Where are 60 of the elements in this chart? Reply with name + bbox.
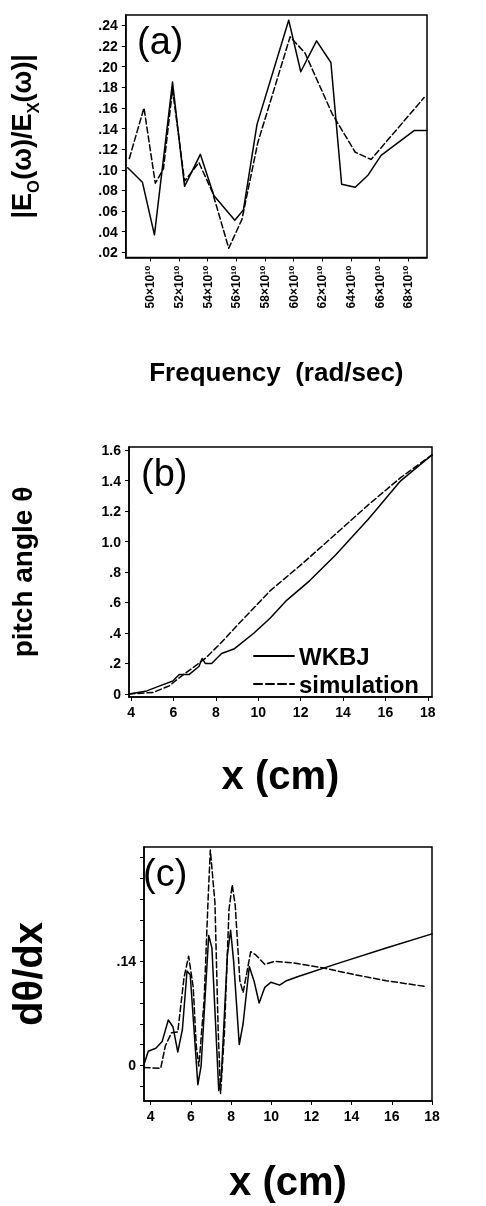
legend-label: simulation — [298, 670, 419, 698]
x-tick-label: 16 — [384, 1108, 400, 1124]
y-axis-title: pitch angle θ — [6, 486, 38, 658]
x-axis-title: Frequency (rad/sec) — [149, 357, 404, 387]
y-tick-label: .10 — [98, 161, 118, 178]
x-axis-title: x (cm) — [229, 1159, 347, 1203]
x-tick-label: 12 — [303, 1108, 320, 1124]
x-tick-label: 14 — [343, 1108, 360, 1124]
x-tick-label: 10 — [250, 704, 267, 720]
y-tick-label: .06 — [98, 203, 118, 220]
x-tick-label: 50×10¹⁰ — [143, 265, 158, 309]
x-tick-label: 56×10¹⁰ — [229, 265, 244, 309]
x-tick-label: 66×10¹⁰ — [372, 265, 387, 309]
y-tick-label: 0 — [113, 685, 122, 702]
x-tick-label: 62×10¹⁰ — [315, 265, 330, 309]
y-tick-label: 1.4 — [101, 472, 122, 489]
x-tick-label: 14 — [335, 704, 351, 720]
y-axis-title: |EO(ω)/EX(ω)| — [6, 54, 43, 219]
y-tick-label: .24 — [98, 17, 118, 34]
y-axis-title: dθ/dx — [6, 922, 50, 1026]
y-tick-label: .08 — [98, 182, 118, 199]
y-tick-label: .04 — [98, 223, 118, 240]
y-tick-label: 1.6 — [101, 442, 122, 459]
x-axis-title: x (cm) — [221, 753, 340, 797]
x-tick-label: 6 — [169, 704, 178, 720]
x-tick-label: 4 — [146, 1108, 155, 1124]
x-tick-label: 52×10¹⁰ — [171, 265, 186, 309]
chart-title: (c) — [143, 852, 188, 894]
y-tick-label: .20 — [98, 58, 118, 75]
y-tick-label: .8 — [109, 564, 122, 580]
y-tick-label: .16 — [98, 99, 118, 116]
x-tick-label: 12 — [292, 704, 309, 720]
x-tick-label: 68×10¹⁰ — [401, 265, 416, 309]
x-tick-label: 54×10¹⁰ — [200, 265, 215, 309]
y-tick-label: 1.2 — [101, 503, 122, 520]
y-tick-label: .6 — [109, 594, 122, 611]
y-tick-label: .22 — [98, 37, 118, 54]
chart-title: (b) — [141, 452, 188, 494]
y-tick-label: 0 — [128, 1057, 137, 1074]
x-tick-label: 18 — [424, 1108, 440, 1124]
x-tick-label: 60×10¹⁰ — [286, 265, 301, 309]
x-tick-label: 4 — [127, 704, 136, 720]
y-tick-label: .18 — [98, 79, 118, 96]
x-tick-label: 8 — [211, 704, 220, 720]
x-tick-label: 10 — [263, 1108, 280, 1124]
x-tick-label: 16 — [377, 704, 394, 720]
y-tick-label: .2 — [109, 655, 122, 672]
y-tick-label: 1.0 — [101, 533, 122, 550]
y-tick-label: .14 — [98, 120, 118, 137]
y-tick-label: .02 — [98, 244, 118, 261]
y-tick-label: .14 — [116, 953, 137, 970]
chart-title: (a) — [137, 20, 184, 62]
x-tick-label: 6 — [186, 1108, 195, 1124]
x-tick-label: 8 — [227, 1108, 236, 1124]
y-tick-label: .12 — [98, 141, 118, 158]
y-tick-label: .4 — [109, 624, 122, 641]
x-tick-label: 64×10¹⁰ — [343, 265, 358, 309]
x-tick-label: 58×10¹⁰ — [257, 265, 272, 309]
x-tick-label: 18 — [419, 704, 436, 720]
legend-label: WKBJ — [298, 642, 370, 670]
